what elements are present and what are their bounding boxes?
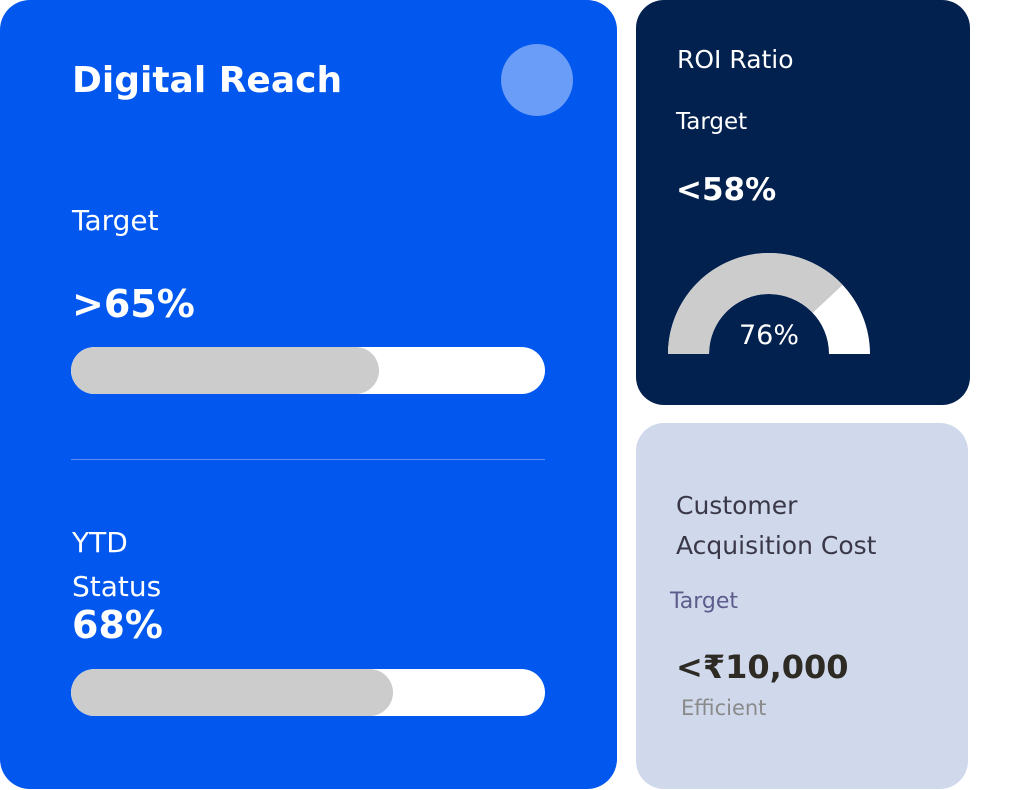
cac-target-label: Target	[670, 589, 739, 614]
cac-title-line1: Customer	[676, 491, 798, 520]
status-progress-fill	[71, 669, 394, 716]
gauge-fill	[668, 253, 843, 354]
gauge-value: 76%	[738, 320, 799, 351]
status-progress-bar	[71, 669, 545, 716]
roi-gauge	[668, 253, 870, 354]
target-progress-bar	[71, 347, 545, 394]
ytd-label: YTD	[72, 526, 128, 559]
cac-title-line2: Acquisition Cost	[676, 531, 877, 560]
roi-title: ROI Ratio	[677, 45, 794, 74]
status-label: Status	[72, 570, 162, 603]
status-value: 68%	[72, 603, 163, 647]
cac-card: Customer Acquisition Cost Target <₹10,00…	[636, 423, 968, 789]
circle-icon	[501, 44, 573, 116]
target-label: Target	[72, 204, 159, 237]
cac-status: Efficient	[681, 696, 767, 720]
card-title: Digital Reach	[72, 60, 343, 101]
cac-target-value: <₹10,000	[676, 648, 849, 686]
target-value: >65%	[72, 282, 195, 326]
digital-reach-card: Digital Reach Target >65% YTD Status 68%	[0, 0, 617, 789]
roi-target-value: <58%	[676, 172, 777, 208]
divider	[71, 459, 545, 460]
roi-card: ROI Ratio Target <58% 76%	[636, 0, 970, 405]
target-progress-fill	[71, 347, 380, 394]
roi-target-label: Target	[676, 109, 748, 135]
